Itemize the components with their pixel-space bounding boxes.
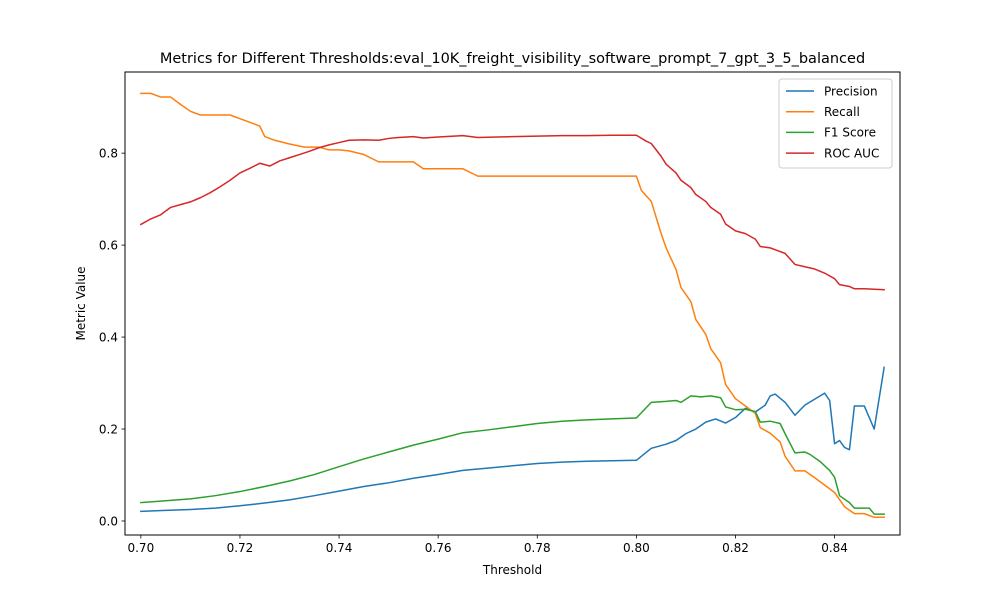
x-tick-label: 0.72 (227, 541, 254, 555)
x-axis: 0.70 0.72 0.74 0.76 0.78 0.80 0.82 0.84 (127, 535, 848, 555)
x-axis-label: Threshold (482, 563, 542, 577)
x-tick-label: 0.78 (524, 541, 551, 555)
plot-area-frame (124, 71, 901, 536)
series-layer (139, 92, 885, 519)
series-line-roc-auc (139, 134, 885, 291)
legend-items: Precision Recall F1 Score ROC AUC (786, 84, 879, 160)
series-line-f1-score (140, 395, 885, 515)
legend-label-precision: Precision (824, 84, 878, 98)
y-tick-label: 0.8 (99, 146, 118, 160)
x-tick-label: 0.70 (127, 541, 154, 555)
y-tick-label: 0.0 (99, 514, 118, 528)
y-axis: 0.0 0.2 0.4 0.6 0.8 (99, 146, 125, 528)
legend-box (778, 78, 893, 169)
legend-label-recall: Recall (824, 105, 860, 119)
x-tick-label: 0.74 (326, 541, 353, 555)
legend-label-f1-score: F1 Score (824, 126, 876, 140)
x-tick-label: 0.76 (425, 541, 452, 555)
y-tick-label: 0.6 (99, 238, 118, 252)
x-tick-label: 0.84 (821, 541, 848, 555)
legend: Precision Recall F1 Score ROC AUC (778, 78, 893, 169)
series-line-recall (140, 92, 885, 519)
legend-label-roc-auc: ROC AUC (824, 146, 879, 160)
x-tick-label: 0.82 (722, 541, 749, 555)
y-tick-label: 0.4 (99, 330, 118, 344)
y-axis-label: Metric Value (74, 266, 88, 340)
x-tick-label: 0.80 (623, 541, 650, 555)
series-line-precision (140, 366, 885, 513)
y-tick-label: 0.2 (99, 422, 118, 436)
chart-title: Metrics for Different Thresholds:eval_10… (160, 51, 865, 67)
